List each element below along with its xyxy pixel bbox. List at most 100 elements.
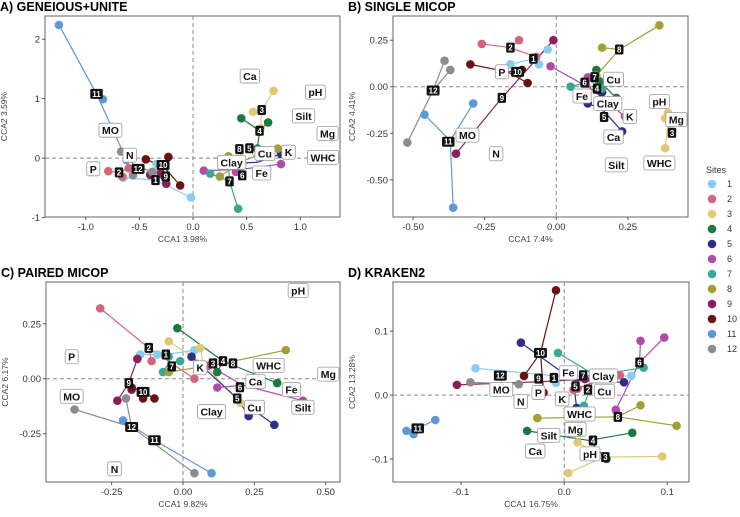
site-label-text: 5 (235, 394, 240, 403)
env-label-ph: pH (648, 94, 670, 110)
site-label-box (549, 372, 559, 383)
env-label-text: N (111, 464, 119, 476)
site-label-box (588, 435, 598, 446)
site-1-point (153, 350, 162, 359)
env-label-text: pH (583, 449, 597, 461)
site-2-point (95, 304, 105, 313)
site-label-box (506, 42, 515, 53)
site-label-box (426, 85, 440, 96)
y-axis-label: CCA2 6.17% (0, 357, 10, 407)
legend-swatch-5 (707, 239, 717, 249)
site-label-text: 2 (117, 168, 122, 177)
env-label-box (307, 149, 339, 165)
site-11-spider-line (424, 114, 451, 142)
site-1-spider-line (155, 179, 192, 198)
site-10-point (551, 286, 561, 295)
panel-title: A) GENEIOUS+UNITE (0, 0, 127, 14)
env-label-cu: Cu (603, 71, 624, 87)
site-8-point (672, 421, 681, 431)
site-10-point (523, 78, 532, 88)
site-6-spider-line (208, 364, 244, 386)
env-label-text: Clay (592, 371, 614, 383)
env-label-box (86, 161, 101, 177)
site-2-point (477, 39, 487, 49)
env-label-p: P (64, 349, 79, 365)
env-label-box (558, 365, 578, 381)
env-label-text: WHC (310, 152, 335, 164)
site-label-box (124, 378, 134, 389)
plot-frame (44, 15, 341, 218)
site-label-box (245, 143, 254, 154)
site-label-text: 7 (170, 362, 175, 371)
x-tick-label: 0.50 (316, 487, 335, 498)
site-label-4: 4 (218, 356, 228, 367)
site-label-box (161, 171, 171, 182)
site-8-point (655, 21, 664, 30)
site-label-text: 9 (164, 173, 169, 182)
env-label-clay: Clay (217, 154, 247, 170)
env-label-box (564, 421, 587, 437)
site-2-point (147, 356, 156, 366)
env-label-text: Fe (562, 368, 574, 380)
x-tick-label: -0.25 (101, 487, 123, 498)
x-tick-label: 0.25 (619, 222, 638, 233)
x-tick-label: 0.0 (186, 222, 199, 233)
site-6-point (199, 166, 209, 175)
env-label-text: MO (459, 130, 476, 142)
site-label-text: 9 (127, 379, 132, 388)
site-label-box (571, 381, 580, 392)
site-label-text: 7 (227, 177, 232, 186)
site-label-box (257, 104, 266, 115)
site-label-text: 11 (150, 436, 159, 445)
env-label-text: WHC (567, 409, 592, 421)
legend-swatch-4 (707, 224, 717, 234)
site-label-4: 4 (588, 435, 598, 446)
x-axis-label: CCA1 7.4% (508, 234, 553, 244)
y-tick-label: -0.1 (372, 454, 388, 465)
legend-label-9: 9 (727, 299, 732, 309)
site-label-12: 12 (426, 85, 440, 96)
site-11-spider-line (449, 140, 454, 208)
env-label-text: K (196, 363, 204, 375)
env-label-box (622, 109, 638, 124)
env-label-whc: WHC (307, 149, 339, 165)
site-label-4: 4 (592, 83, 602, 94)
site-2-spider-line (99, 307, 150, 349)
site-label-box (114, 167, 124, 178)
env-label-p: P (86, 161, 101, 177)
env-label-k: K (192, 360, 208, 376)
site-label-8: 8 (235, 144, 244, 155)
site-6-point (546, 61, 555, 71)
site-11-spider-line (154, 439, 212, 474)
env-label-box (525, 443, 546, 459)
env-label-box (648, 94, 670, 110)
env-label-text: N (492, 149, 500, 161)
x-tick-label: -0.1 (453, 487, 469, 498)
env-label-text: Clay (200, 407, 222, 419)
site-12-spider-line (131, 426, 195, 474)
site-label-box (255, 125, 264, 136)
site-label-9: 9 (161, 171, 171, 182)
site-label-box (599, 112, 609, 123)
site-10-point (164, 152, 173, 162)
y-tick-label: 0.1 (375, 327, 388, 338)
env-label-text: Clay (221, 157, 243, 169)
site-8-point (215, 172, 225, 181)
site-6-point (212, 383, 222, 392)
y-tick-label: 0 (35, 154, 40, 165)
site-12-point (147, 167, 157, 177)
site-label-text: 12 (496, 372, 505, 381)
y-tick-label: -0.25 (19, 429, 41, 440)
env-label-text: pH (291, 286, 305, 298)
env-label-k: K (554, 391, 570, 407)
env-label-box (243, 399, 265, 415)
site-label-3: 3 (208, 358, 218, 369)
env-label-text: Mg (669, 115, 684, 127)
env-label-text: Fe (285, 385, 297, 397)
site-7-point (175, 356, 185, 366)
site-3-point (564, 468, 573, 478)
site-8-point (533, 413, 542, 423)
site-label-text: 3 (211, 359, 216, 368)
env-label-text: WHC (256, 361, 281, 373)
